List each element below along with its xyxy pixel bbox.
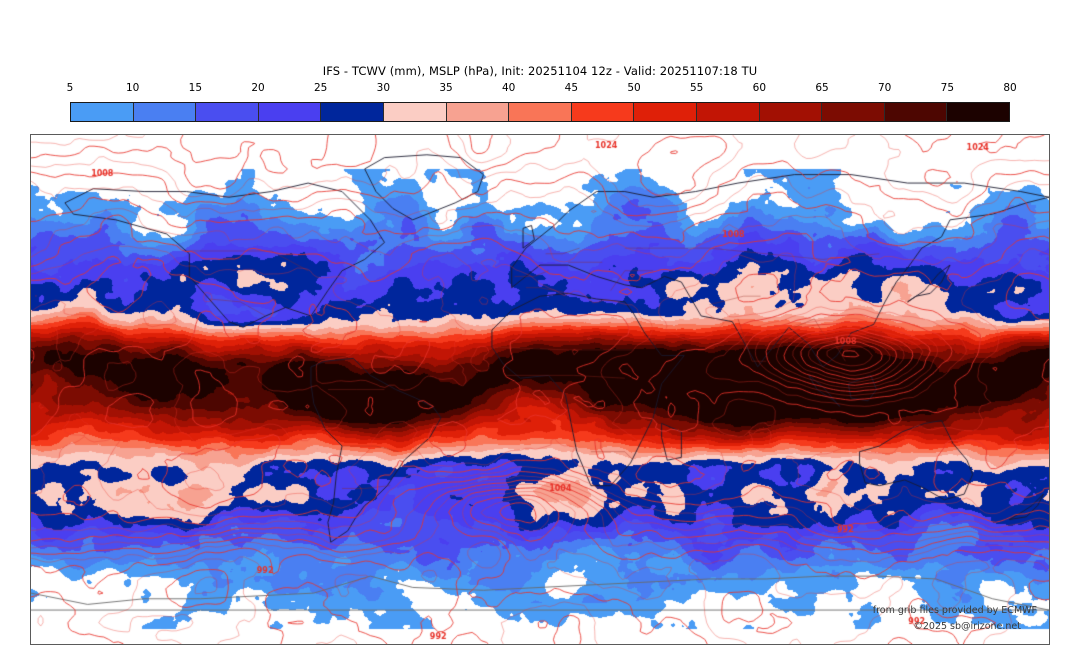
colorbar-swatch-65-70 — [822, 103, 885, 121]
colorbar-tick-60: 60 — [752, 82, 767, 94]
colorbar-swatch-25-30 — [321, 103, 384, 121]
colorbar-tick-55: 55 — [689, 82, 704, 94]
colorbar-tick-40: 40 — [501, 82, 516, 94]
colorbar-swatch-15-20 — [196, 103, 259, 121]
chart-title: IFS - TCWV (mm), MSLP (hPa), Init: 20251… — [322, 64, 758, 78]
colorbar-swatch-75-80 — [947, 103, 1009, 121]
colorbar-swatch-30-35 — [383, 103, 447, 121]
attribution-source: from grib files provided by ECMWF — [872, 605, 1037, 616]
colorbar-tick-45: 45 — [564, 82, 579, 94]
colorbar[interactable] — [70, 102, 1010, 122]
colorbar-swatch-45-50 — [571, 103, 635, 121]
colorbar-swatch-60-65 — [759, 103, 823, 121]
colorbar-tick-50: 50 — [627, 82, 641, 94]
colorbar-tick-25: 25 — [313, 82, 328, 94]
colorbar-swatch-70-75 — [884, 103, 948, 121]
colorbar-swatch-20-25 — [258, 103, 322, 121]
colorbar-swatch-50-55 — [634, 103, 697, 121]
map-panel[interactable]: from grib files provided by ECMWF ©2025 … — [30, 134, 1050, 645]
colorbar-swatch-35-40 — [446, 103, 510, 121]
colorbar-tick-30: 30 — [376, 82, 391, 94]
colorbar-tick-labels: 5 10 15 20 25 30 35 40 45 50 55 60 65 70 75 80 — [66, 82, 1017, 96]
colorbar-tick-15: 15 — [188, 82, 203, 94]
colorbar-tick-35: 35 — [439, 82, 453, 94]
colorbar-tick-5: 5 — [66, 82, 74, 94]
colorbar-tick-80: 80 — [1003, 82, 1017, 94]
colorbar-tick-65: 65 — [815, 82, 829, 94]
colorbar-swatch-5-10 — [71, 103, 134, 121]
colorbar-tick-20: 20 — [251, 82, 265, 94]
colorbar-tick-75: 75 — [940, 82, 955, 94]
colorbar-tick-70: 70 — [877, 82, 892, 94]
colorbar-tick-10: 10 — [125, 82, 140, 94]
colorbar-swatch-40-45 — [509, 103, 572, 121]
attribution-copyright: ©2025 sb@irizone.net — [913, 621, 1021, 632]
colorbar-swatch-10-15 — [133, 103, 197, 121]
colorbar-swatch-55-60 — [696, 103, 760, 121]
tcwv-mslp-map[interactable] — [31, 135, 1049, 644]
